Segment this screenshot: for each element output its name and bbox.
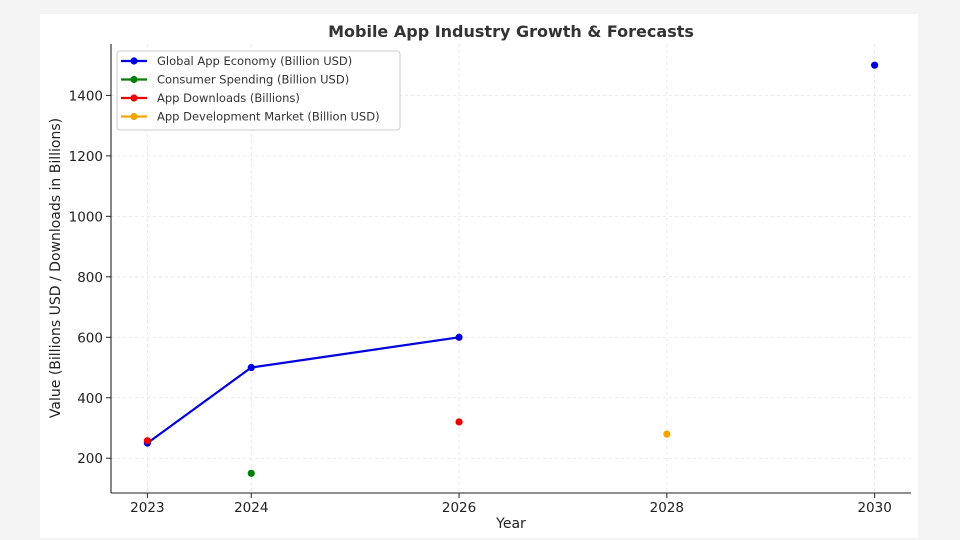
y-tick-label: 800 — [77, 270, 103, 286]
data-point — [143, 437, 151, 445]
grid-layer — [111, 44, 911, 493]
legend-item: App Development Market (Billion USD) — [121, 110, 380, 124]
legend-label: Consumer Spending (Billion USD) — [157, 73, 349, 87]
x-tick-label: 2030 — [857, 500, 891, 516]
data-point — [247, 363, 255, 372]
series-layer — [143, 61, 879, 477]
series-2 — [143, 418, 463, 445]
data-point — [455, 418, 463, 426]
legend-label: App Development Market (Billion USD) — [157, 110, 380, 124]
legend-label: App Downloads (Billions) — [157, 91, 300, 105]
y-tick-label: 1200 — [69, 149, 103, 165]
x-tick-label: 2023 — [130, 500, 164, 516]
x-tick-label: 2028 — [650, 500, 684, 516]
x-tick-label: 2026 — [442, 500, 476, 516]
data-point — [455, 333, 463, 341]
data-point — [663, 430, 671, 438]
y-axis-label: Value (Billions USD / Downloads in Billi… — [48, 118, 64, 418]
legend-marker-swatch — [130, 75, 138, 84]
y-tick-label: 1000 — [69, 209, 103, 225]
y-tick-label: 400 — [77, 391, 103, 407]
data-point — [247, 469, 255, 477]
legend-box — [116, 50, 401, 131]
series-3 — [663, 430, 671, 438]
x-tick-label: 2024 — [234, 500, 268, 516]
y-tick-label: 200 — [77, 451, 103, 467]
legend-item: App Downloads (Billions) — [121, 91, 300, 105]
ticks-layer: 200 400 600 800 1000 1200 1400 2023 2024 2026 2028… — [69, 88, 892, 516]
legend: Global App Economy (Billion USD) Consumer… — [116, 50, 401, 131]
chart-title: Mobile App Industry Growth & Forecasts — [328, 22, 694, 41]
legend-marker-swatch — [130, 94, 138, 102]
x-axis-label: Year — [495, 516, 526, 532]
legend-item: Global App Economy (Billion USD) — [121, 54, 352, 68]
y-tick-label: 600 — [77, 330, 103, 346]
legend-item: Consumer Spending (Billion USD) — [121, 73, 349, 87]
legend-marker-swatch — [130, 112, 138, 121]
legend-marker-swatch — [130, 57, 138, 65]
y-tick-label: 1400 — [69, 88, 103, 104]
data-point — [871, 61, 879, 69]
axes-layer — [110, 44, 911, 494]
series-1 — [247, 469, 255, 477]
legend-label: Global App Economy (Billion USD) — [157, 54, 352, 68]
